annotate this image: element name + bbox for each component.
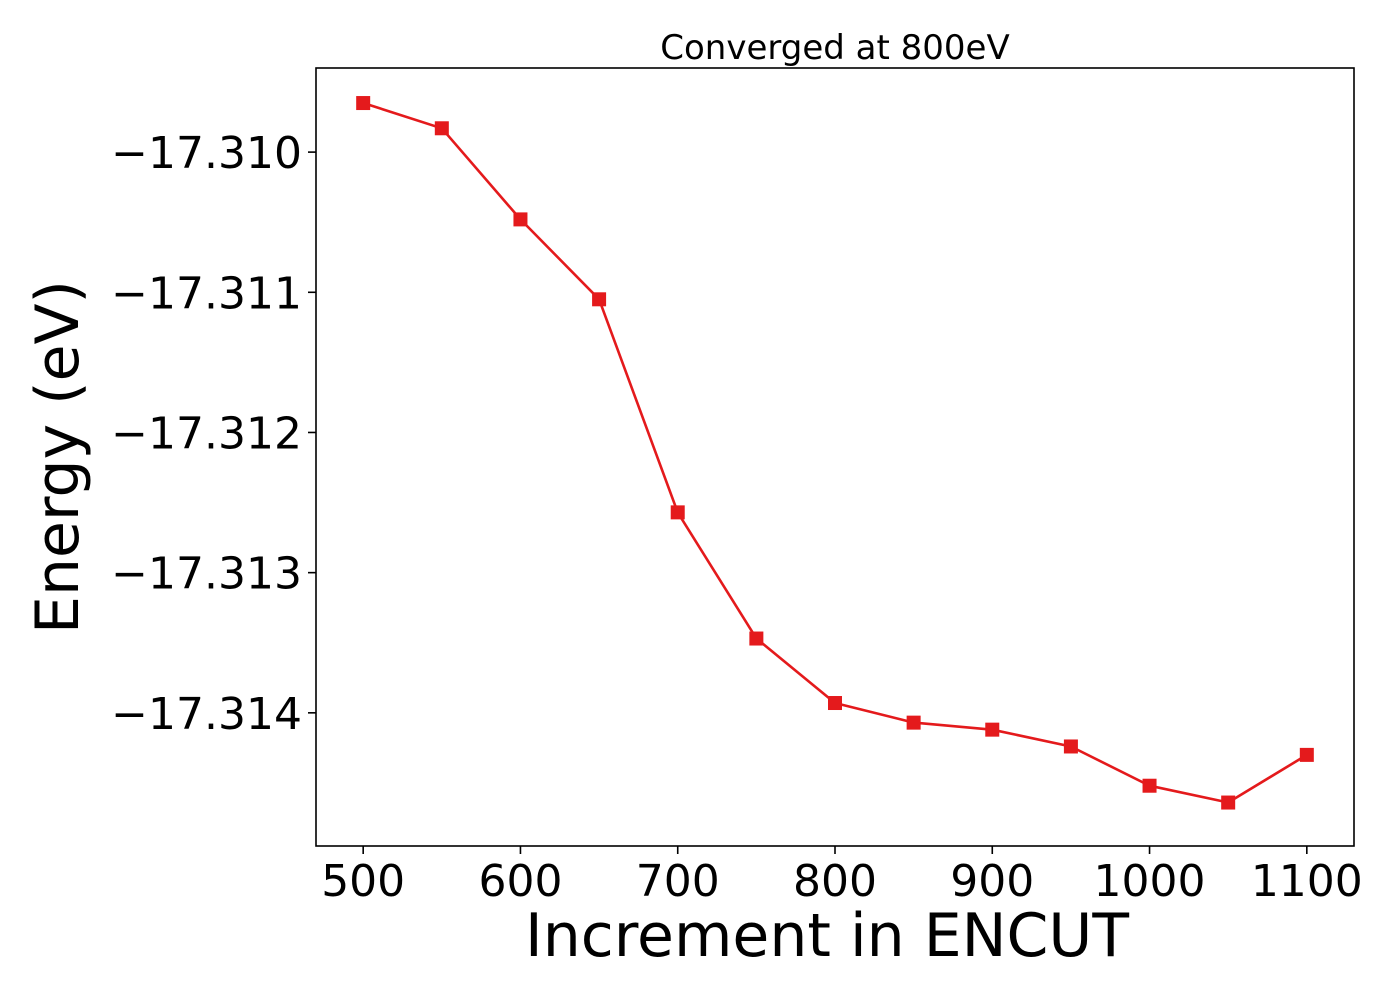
data-point-marker — [1221, 795, 1236, 810]
y-tick-label: −17.312 — [111, 408, 302, 459]
axis-ticks: 500 600 700 800 900 1000 1100 −17.310 −17.311 −17… — [111, 128, 1363, 907]
y-tick-label: −17.310 — [111, 128, 302, 179]
data-point-marker — [592, 292, 607, 307]
x-tick-label: 500 — [321, 856, 405, 907]
y-tick-label: −17.314 — [111, 689, 302, 740]
x-tick-label: 800 — [793, 856, 877, 907]
data-point-marker — [670, 505, 685, 520]
x-tick-label: 1100 — [1251, 856, 1363, 907]
x-tick-label: 900 — [950, 856, 1034, 907]
x-tick-label: 600 — [478, 856, 562, 907]
plot-frame — [315, 67, 1355, 847]
y-tick-label: −17.313 — [111, 549, 302, 600]
y-axis-label: Energy (eV) — [23, 280, 93, 634]
data-point-marker — [985, 722, 1000, 737]
x-tick-label: 700 — [636, 856, 720, 907]
data-point-marker — [1299, 747, 1314, 762]
data-point-marker — [1063, 739, 1078, 754]
data-point-marker — [434, 121, 449, 136]
series-layer — [356, 96, 1314, 810]
data-point-marker — [513, 212, 528, 227]
chart-title: Converged at 800eV — [660, 28, 1009, 68]
data-point-marker — [356, 96, 371, 111]
data-point-marker — [749, 631, 764, 646]
data-point-marker — [1142, 778, 1157, 793]
y-tick-label: −17.311 — [111, 268, 302, 319]
x-axis-label: Increment in ENCUT — [525, 901, 1129, 971]
x-tick-label: 1000 — [1094, 856, 1206, 907]
data-point-marker — [828, 696, 842, 711]
data-point-marker — [906, 715, 921, 730]
